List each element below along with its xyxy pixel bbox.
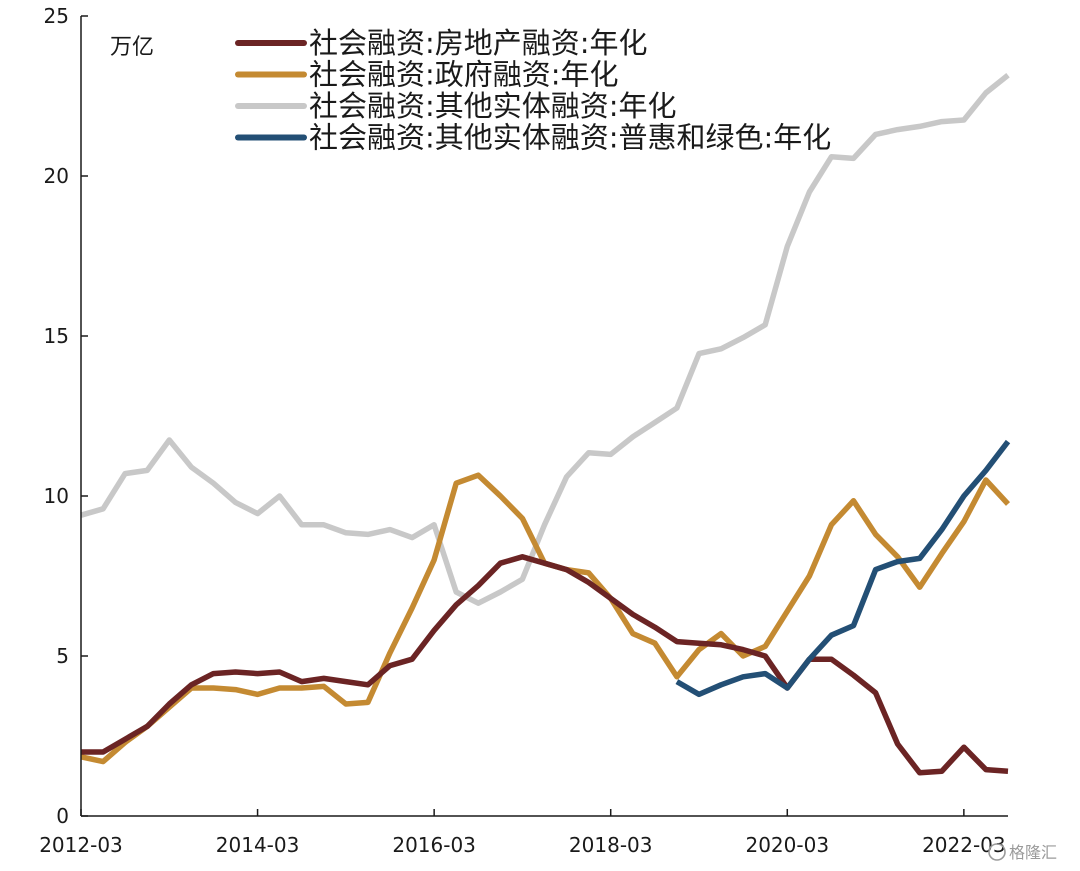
y-tick-label: 5 (56, 644, 69, 668)
legend-item-1: 社会融资:政府融资:年化 (235, 58, 619, 92)
watermark: 格隆汇 (988, 843, 1057, 862)
y-tick-label: 20 (44, 164, 69, 188)
axes (80, 16, 1008, 817)
x-tick-label: 2014-03 (216, 833, 300, 857)
x-ticks: 2012-03 2014-03 2016-03 2018-03 2020-03 2022-… (39, 809, 1006, 857)
series-line-1 (80, 472, 1011, 765)
legend-label: 社会融资:房地产融资:年化 (309, 26, 648, 60)
unit-label: 万亿 (110, 35, 154, 60)
legend-item-2: 社会融资:其他实体融资:年化 (235, 89, 677, 123)
gelonghui-logo-icon (988, 843, 1006, 861)
x-tick-label: 2018-03 (569, 833, 653, 857)
legend-label: 社会融资:其他实体融资:年化 (309, 89, 677, 123)
series-lines (80, 73, 1011, 776)
legend-label: 社会融资:政府融资:年化 (309, 58, 619, 92)
y-tick-label: 15 (44, 324, 69, 348)
legend: 社会融资:房地产融资:年化社会融资:政府融资:年化社会融资:其他实体融资:年化社… (235, 26, 831, 155)
x-tick-label: 2020-03 (745, 833, 829, 857)
legend-item-0: 社会融资:房地产融资:年化 (235, 26, 648, 60)
watermark-text: 格隆汇 (1009, 843, 1057, 862)
y-tick-label: 0 (56, 804, 69, 828)
y-tick-label: 10 (44, 484, 69, 508)
legend-item-3: 社会融资:其他实体融资:普惠和绿色:年化 (235, 121, 831, 155)
x-tick-label: 2016-03 (392, 833, 476, 857)
y-tick-label: 25 (44, 4, 69, 28)
y-ticks: 0 5 10 15 20 25 (44, 4, 88, 828)
series-line-2 (80, 73, 1010, 606)
series-line-0 (81, 554, 1009, 776)
x-tick-label: 2012-03 (39, 833, 123, 857)
series-line-3 (675, 439, 1011, 698)
legend-label: 社会融资:其他实体融资:普惠和绿色:年化 (309, 121, 831, 155)
